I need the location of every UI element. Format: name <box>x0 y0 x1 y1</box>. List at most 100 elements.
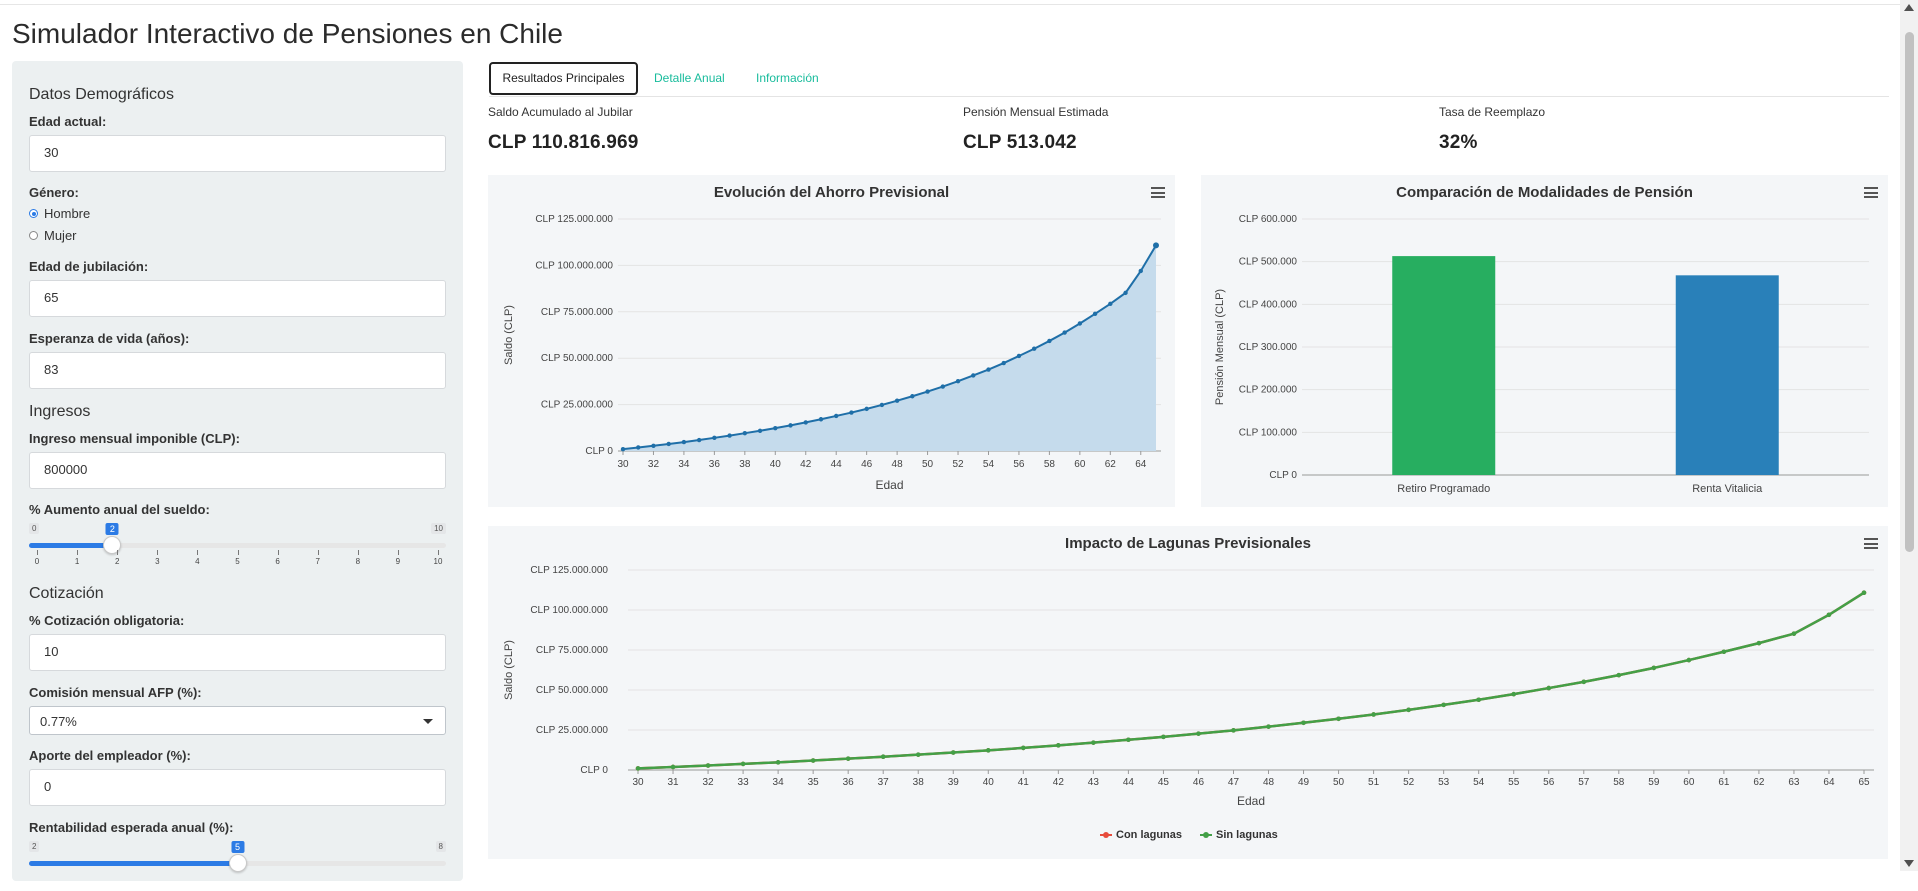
data-point <box>788 423 793 428</box>
x-tick-label: 44 <box>831 459 843 470</box>
scrollbar[interactable] <box>1900 0 1918 871</box>
data-point <box>818 417 824 422</box>
scroll-thumb[interactable] <box>1905 32 1914 552</box>
section-cotizacion: Cotización <box>29 585 104 602</box>
comision-select[interactable]: 0.77% <box>29 706 446 735</box>
y-tick-label: CLP 500.000 <box>1239 257 1298 268</box>
data-point <box>985 748 991 753</box>
data-point <box>705 763 711 768</box>
x-tick-label: 60 <box>1074 459 1086 470</box>
menu-icon[interactable] <box>1151 187 1165 198</box>
x-tick-label: 46 <box>1193 777 1205 788</box>
slider-fill <box>29 861 238 866</box>
chart-legend: Con lagunas Sin lagunas <box>1100 829 1278 841</box>
x-tick-label: 52 <box>952 459 964 470</box>
x-tick-label: 58 <box>1044 459 1056 470</box>
slider-tick-label: 10 <box>433 557 443 566</box>
chart-title: Impacto de Lagunas Previsionales <box>1065 535 1311 552</box>
y-tick-label: CLP 200.000 <box>1239 385 1298 396</box>
y-tick-label: CLP 125.000.000 <box>530 565 608 576</box>
esperanza-input[interactable]: 83 <box>29 352 446 389</box>
slider-tick <box>357 550 359 555</box>
x-tick-label: 60 <box>1683 777 1695 788</box>
data-point <box>1371 712 1376 717</box>
x-tick-label: 56 <box>1543 777 1555 788</box>
x-tick-label: 32 <box>648 459 660 470</box>
data-point <box>1138 268 1143 274</box>
tab-detalle-anual[interactable]: Detalle Anual <box>654 71 725 85</box>
data-point <box>1861 590 1867 596</box>
data-point <box>1153 242 1159 249</box>
scroll-down-icon[interactable] <box>1904 860 1914 867</box>
data-point <box>727 433 732 438</box>
x-tick-label: 64 <box>1135 459 1147 470</box>
data-point <box>940 384 945 389</box>
slider-value: 2 <box>105 523 119 535</box>
genero-label: Género: <box>29 185 79 200</box>
tab-informacion[interactable]: Información <box>756 71 819 85</box>
data-point <box>1047 338 1052 344</box>
chart-lagunas: CLP 0 CLP 25.000.000 CLP 50.000.000 CLP 75.… <box>503 565 1874 808</box>
slider-max: 8 <box>435 841 446 852</box>
obligatoria-label: % Cotización obligatoria: <box>29 613 185 628</box>
slider-tick <box>157 550 159 555</box>
data-point <box>1686 657 1692 663</box>
data-point <box>803 420 808 425</box>
esperanza-label: Esperanza de vida (años): <box>29 331 190 346</box>
data-point <box>880 754 886 760</box>
data-point <box>894 398 900 403</box>
aumento-slider[interactable]: 0 10 2 0 1 2 3 4 5 6 7 8 9 10 <box>29 523 446 573</box>
radio-hombre[interactable]: Hombre <box>29 206 90 221</box>
kpi-tasa-label: Tasa de Reemplazo <box>1439 105 1546 119</box>
slider-min: 0 <box>29 523 40 534</box>
ingreso-label: Ingreso mensual imponible (CLP): <box>29 431 240 446</box>
bar <box>1675 275 1779 475</box>
kpi-pension-label: Pensión Mensual Estimada <box>963 105 1109 119</box>
x-tick-label: 49 <box>1298 777 1310 788</box>
slider-handle[interactable] <box>228 854 247 872</box>
data-point <box>1126 737 1131 743</box>
x-tick-label: 36 <box>843 777 855 788</box>
scroll-up-icon[interactable] <box>1904 4 1914 11</box>
slider-handle[interactable] <box>103 536 122 554</box>
data-point <box>1336 716 1341 722</box>
area-fill <box>623 245 1156 451</box>
x-tick-label: 39 <box>948 777 960 788</box>
ingreso-input[interactable]: 800000 <box>29 452 446 489</box>
slider-track[interactable] <box>29 543 446 548</box>
slider-tick <box>237 550 239 555</box>
slider-fill <box>29 543 113 548</box>
jubilacion-input[interactable]: 65 <box>29 280 446 317</box>
x-tick-label: 40 <box>770 459 782 470</box>
slider-tick-label: 0 <box>34 557 40 566</box>
data-point <box>742 430 748 436</box>
legend-label: Sin lagunas <box>1216 829 1278 841</box>
slider-tick <box>117 550 119 555</box>
legend-sin-lagunas[interactable]: Sin lagunas <box>1200 829 1278 841</box>
y-tick-label: CLP 25.000.000 <box>541 400 614 411</box>
rentabilidad-slider[interactable]: 2 8 5 <box>29 841 446 891</box>
tab-divider <box>489 96 1889 97</box>
radio-unselected-icon <box>29 231 38 240</box>
slider-tick <box>37 550 38 555</box>
tab-resultados[interactable]: Resultados Principales <box>489 62 638 95</box>
legend-con-lagunas[interactable]: Con lagunas <box>1100 829 1182 841</box>
sidebar-panel: Datos Demográficos Edad actual: 30 Géner… <box>12 61 463 881</box>
empleador-input[interactable]: 0 <box>29 769 446 806</box>
bar <box>1392 256 1496 475</box>
data-point <box>1581 679 1587 685</box>
x-tick-label: 62 <box>1105 459 1117 470</box>
data-point <box>651 443 656 449</box>
data-point <box>1077 321 1083 326</box>
edad-input[interactable]: 30 <box>29 135 446 172</box>
radio-mujer[interactable]: Mujer <box>29 228 77 243</box>
obligatoria-input[interactable]: 10 <box>29 634 446 671</box>
menu-icon[interactable] <box>1864 187 1878 198</box>
data-point <box>1406 707 1411 713</box>
x-tick-label: 58 <box>1613 777 1625 788</box>
chart-title: Comparación de Modalidades de Pensión <box>1396 184 1693 201</box>
slider-tick-label: 6 <box>275 557 280 566</box>
menu-icon[interactable] <box>1864 538 1878 549</box>
slider-tick-label: 2 <box>114 557 120 566</box>
kpi-tasa-value: 32% <box>1439 132 1478 153</box>
